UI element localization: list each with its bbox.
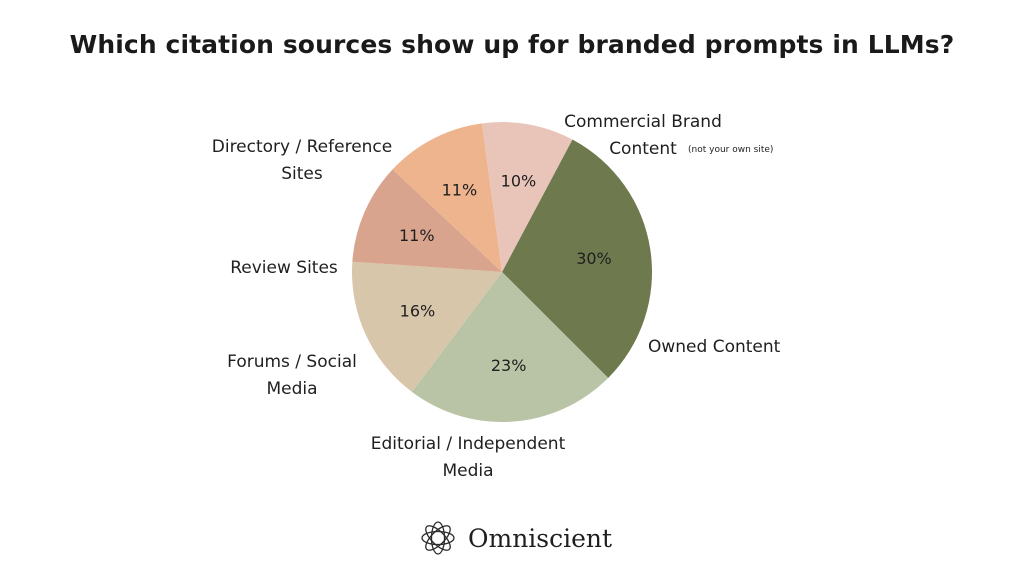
slice-percent-label: 10%: [501, 171, 537, 190]
slice-percent-label: 11%: [399, 226, 435, 245]
slice-category-label: Review Sites: [230, 258, 338, 278]
slice-category-label: Directory / Reference Sites: [212, 137, 393, 184]
slice-percent-label: 11%: [442, 180, 478, 199]
slice-category-label: Forums / Social Media: [227, 352, 357, 399]
pie-slice-2: [352, 261, 502, 392]
pie-slice-4: [392, 123, 502, 272]
slice-category-label: Editorial / Independent Media: [371, 434, 566, 481]
pie-slice-5: [482, 121, 573, 272]
slice-percent-label: 23%: [491, 356, 527, 375]
slice-percent-label: 30%: [576, 249, 612, 268]
slice-percent-label: 16%: [400, 302, 436, 321]
slice-category-label: Owned Content: [648, 337, 781, 357]
slice-note-label: (not your own site): [688, 145, 773, 155]
brand-name: Omniscient: [468, 523, 613, 553]
pie-slice-0: [502, 139, 653, 378]
slice-category-label: Commercial Brand Content: [564, 112, 722, 159]
pie-slice-1: [411, 272, 609, 422]
chart-title: Which citation sources show up for brand…: [69, 30, 955, 59]
brand-logo: Omniscient: [418, 518, 612, 558]
omniscient-logo-icon: [421, 521, 455, 555]
pie-slice-3: [352, 169, 502, 272]
